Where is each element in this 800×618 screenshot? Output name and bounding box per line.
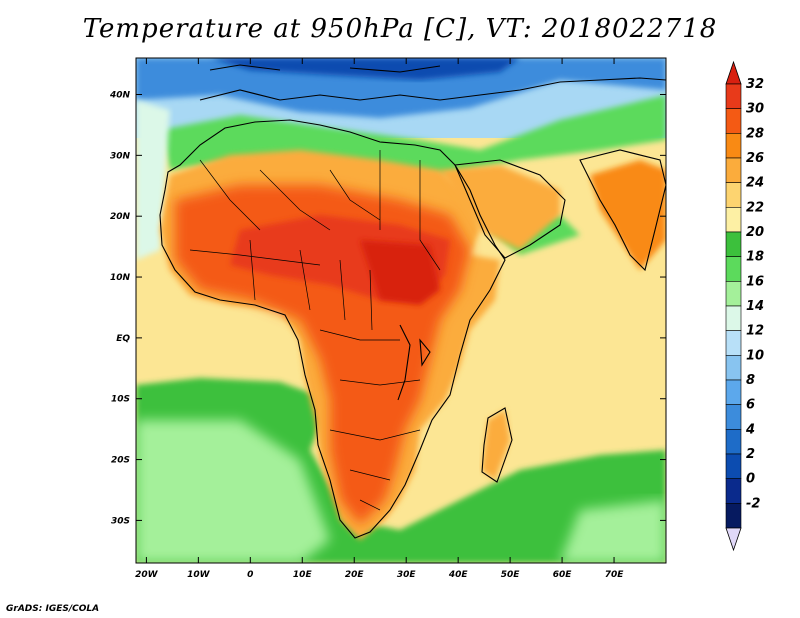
colorbar-swatch — [725, 182, 742, 208]
lon-tick-label: 10E — [293, 570, 313, 580]
colorbar-label: 16 — [746, 274, 764, 289]
lat-tick-label: 10N — [110, 273, 131, 283]
colorbar-swatch — [725, 379, 742, 405]
colorbar-swatch — [725, 355, 742, 381]
sudan-hottest-core — [360, 240, 440, 305]
colorbar-label: 12 — [746, 324, 764, 339]
west-africa-borders — [189, 239, 373, 331]
europe-coastline — [199, 77, 666, 101]
grads-credit: GrADS: IGES/COLA — [6, 604, 100, 614]
arabia-warm-zone — [440, 165, 560, 250]
map-field — [136, 58, 666, 563]
axis-ticks: 20W 10W 0 10E 20E 30E 40E 50E 60E 70E 40N 30N 20N 10N… — [109, 58, 666, 580]
colorbar-label: 22 — [746, 200, 764, 215]
europe-cold-zone — [136, 58, 666, 118]
madagascar-coastline — [481, 407, 513, 483]
colorbar-label: 18 — [746, 250, 764, 265]
great-lakes-outline — [397, 324, 431, 401]
colorbar-top-arrow — [725, 60, 742, 85]
lon-tick-label: 60E — [553, 570, 573, 580]
colorbar-label: 4 — [745, 422, 755, 437]
lat-tick-label: EQ — [116, 334, 130, 344]
colorbar-label: 2 — [746, 447, 755, 462]
lon-tick-label: 10W — [187, 570, 211, 580]
colorbar-label: 24 — [746, 176, 764, 191]
madagascar-warm — [482, 410, 510, 480]
lat-tick-label: 30S — [111, 516, 130, 526]
coastlines — [159, 64, 666, 539]
southern-africa-borders — [319, 329, 421, 511]
india-coastline — [579, 149, 666, 272]
south-atlantic-cool — [136, 420, 330, 563]
lon-tick-label: 20W — [135, 570, 159, 580]
arabia-coastline — [454, 159, 566, 259]
lat-tick-label: 30N — [110, 151, 131, 161]
lon-tick-label: 40E — [448, 570, 469, 580]
colorbar-label: 6 — [746, 398, 755, 413]
africa-coastline — [159, 119, 506, 539]
colorbar-label: 10 — [746, 348, 764, 363]
country-borders — [189, 150, 441, 511]
lat-tick-label: 10S — [111, 395, 130, 405]
colorbar-label: 28 — [746, 126, 764, 141]
colorbar-label: 26 — [746, 151, 764, 166]
northern-coastline — [209, 64, 441, 73]
map-title: Temperature at 950hPa [C], VT: 201802271… — [82, 14, 718, 44]
colorbar-label: -2 — [746, 496, 760, 511]
lon-tick-label: 50E — [501, 570, 521, 580]
lat-tick-label: 20N — [110, 212, 131, 222]
north-africa-borders — [199, 150, 441, 271]
lon-tick-label: 70E — [605, 570, 625, 580]
lon-tick-label: 0 — [247, 570, 253, 580]
colorbar-label: 30 — [746, 102, 764, 117]
lat-tick-label: 40N — [109, 91, 131, 101]
colorbar-swatch — [725, 305, 742, 331]
colorbar-swatch — [725, 429, 742, 455]
colorbar-swatch — [725, 404, 742, 430]
colorbar-label: 0 — [746, 472, 755, 487]
colorbar-swatch — [725, 157, 742, 183]
colorbar-swatch — [725, 133, 742, 159]
colorbar-swatch — [725, 453, 742, 479]
lon-tick-label: 30E — [397, 570, 417, 580]
plot-frame — [135, 57, 667, 564]
india-warm-zone — [590, 160, 666, 270]
colorbar-label: 20 — [746, 225, 764, 240]
colorbar-swatch — [725, 207, 742, 233]
west-atlantic-cool — [136, 100, 170, 260]
colorbar-swatch — [725, 231, 742, 257]
lat-tick-label: 20S — [111, 456, 130, 466]
colorbar-swatch — [725, 256, 742, 282]
colorbar-swatch — [725, 281, 742, 307]
colorbar-label: 8 — [746, 373, 755, 388]
colorbar-swatch — [725, 330, 742, 356]
south-indian-cool — [560, 500, 666, 563]
colorbar-swatch — [725, 83, 742, 109]
colorbar-label: 32 — [746, 77, 764, 92]
colorbar-swatch — [725, 108, 742, 134]
colorbar-swatch — [725, 503, 742, 529]
colorbar-bottom-arrow — [725, 527, 742, 552]
colorbar-swatch — [725, 478, 742, 504]
colorbar-label: 14 — [746, 299, 764, 314]
lon-tick-label: 20E — [345, 570, 365, 580]
